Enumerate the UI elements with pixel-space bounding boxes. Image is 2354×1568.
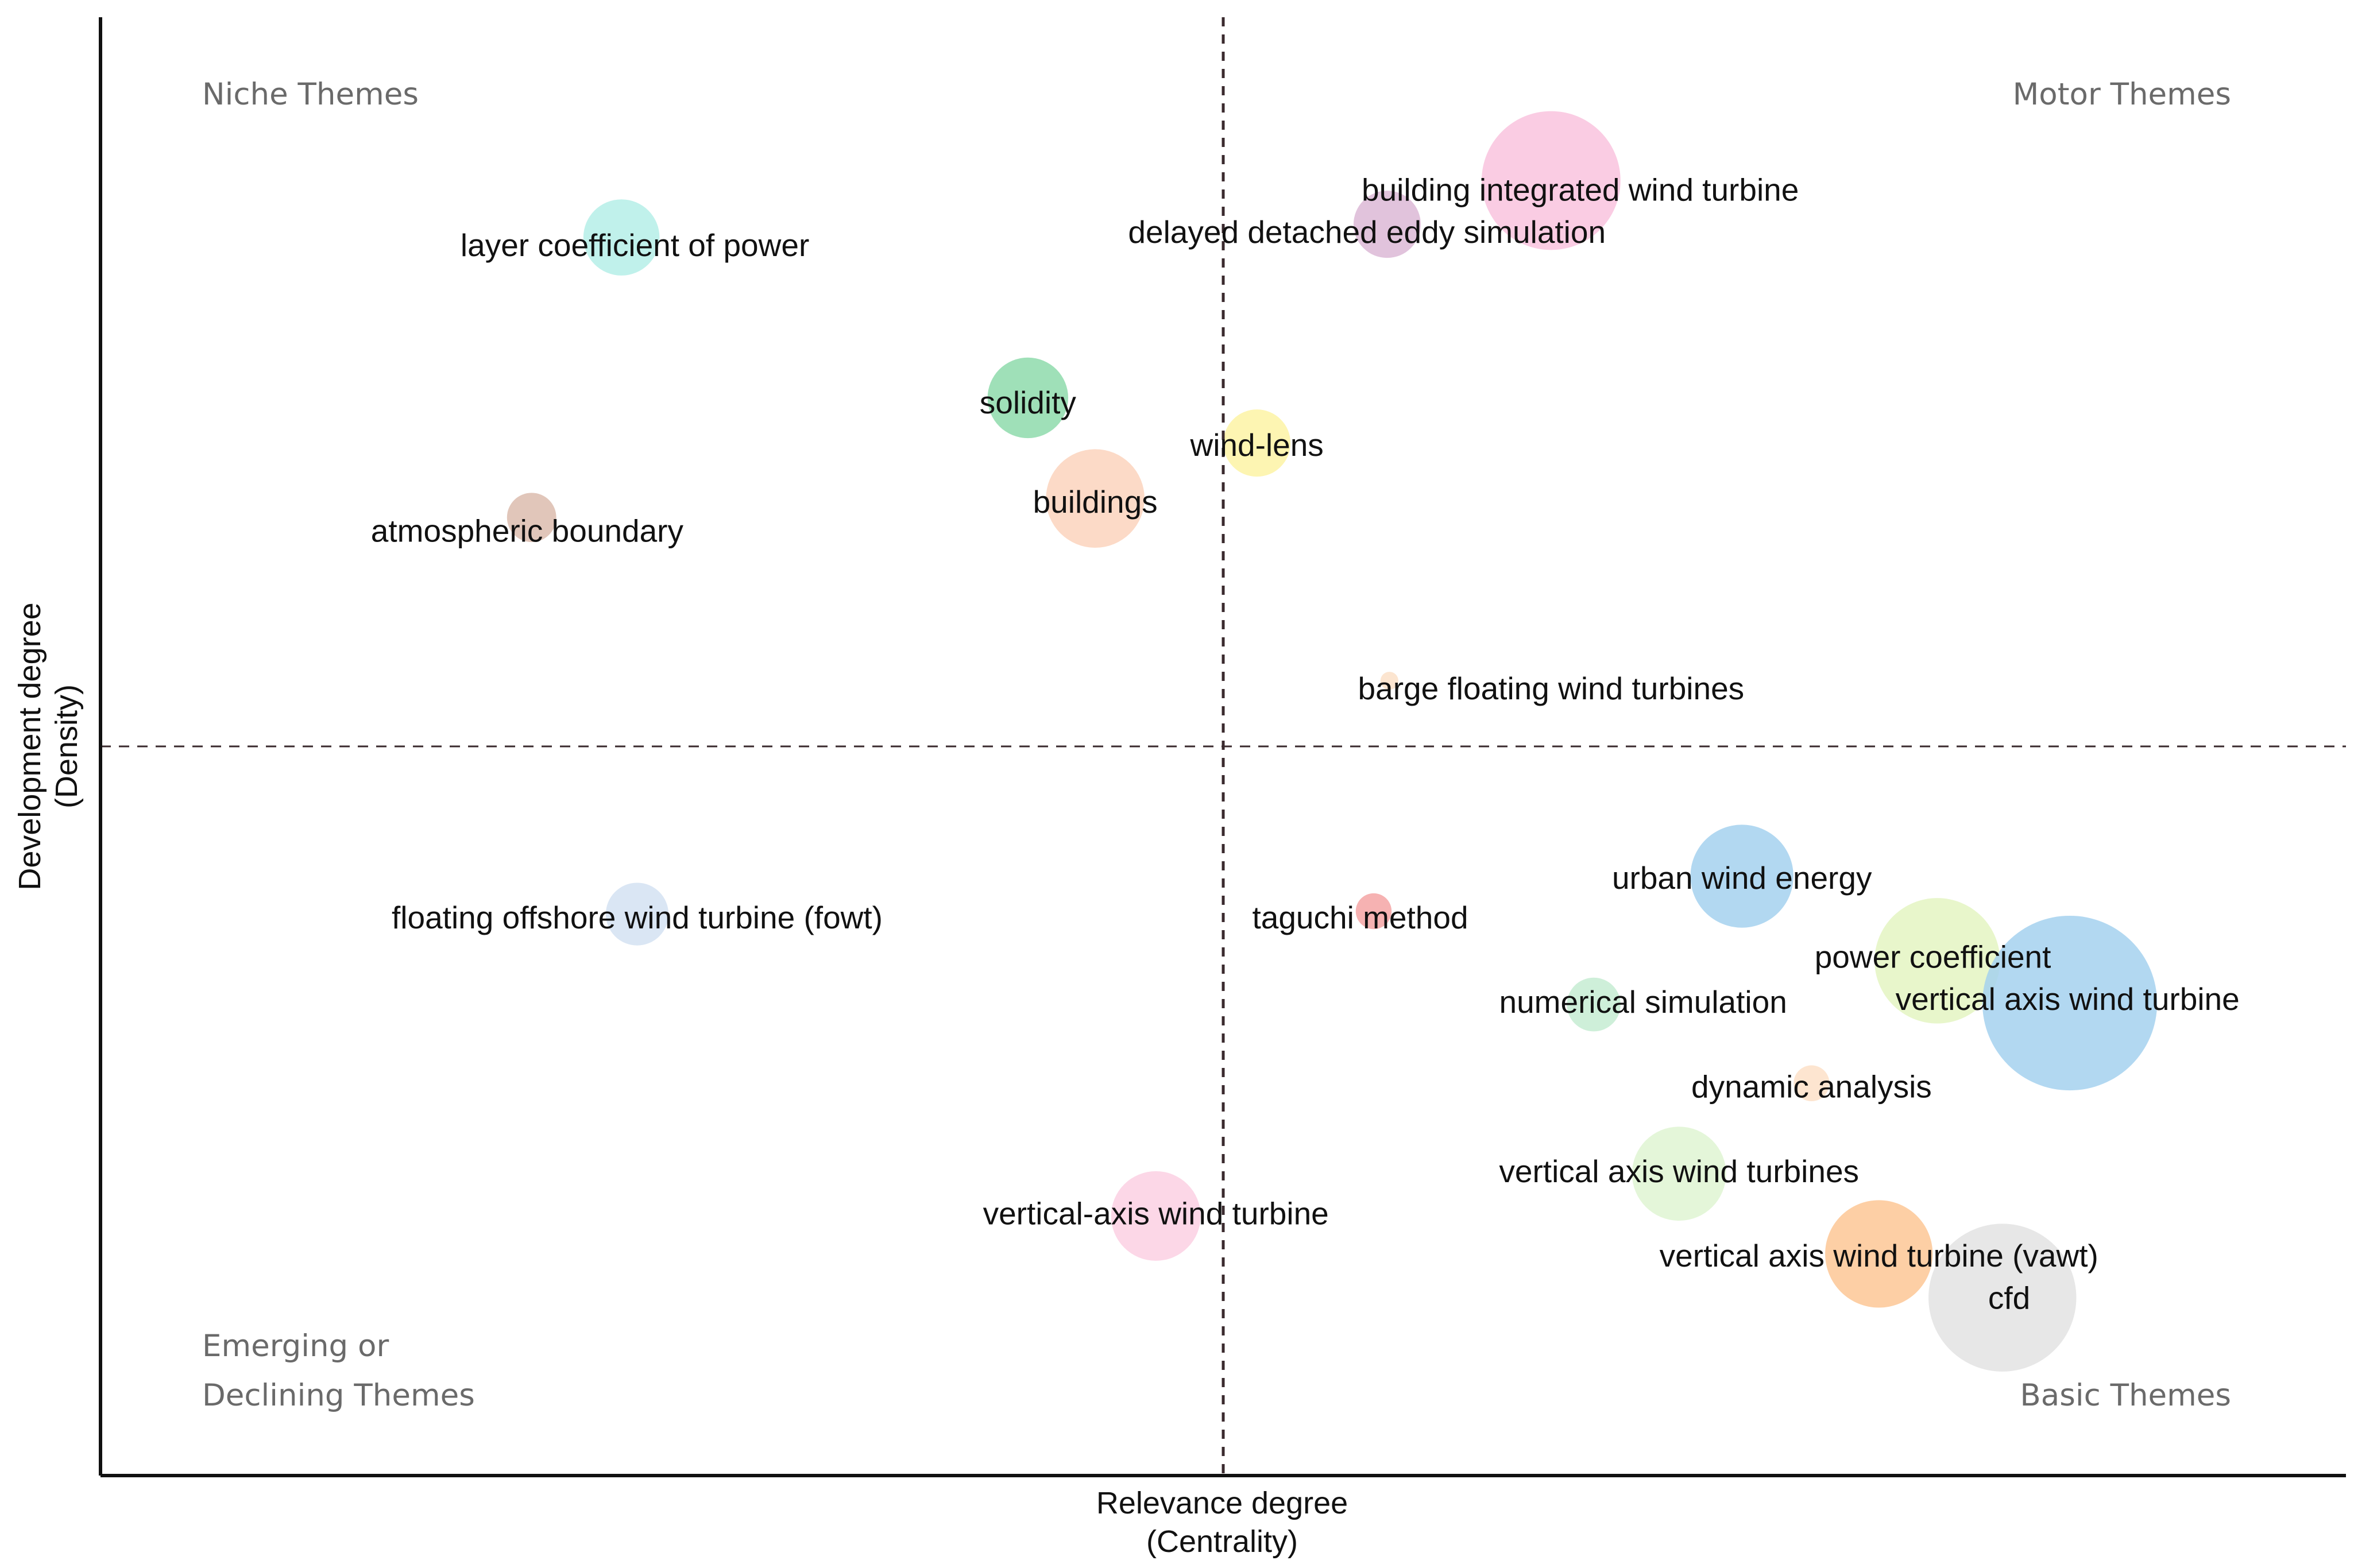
point-label-vertical-axis-wind-turbine: vertical-axis wind turbine <box>983 1195 1329 1231</box>
bubble-taguchi-method <box>1355 893 1392 930</box>
point-label-vertical-axis-wind-turbines: vertical axis wind turbines <box>1499 1153 1859 1189</box>
quadrant-title-emerging-line2: Declining Themes <box>202 1378 475 1413</box>
point-label-vertical-axis-wind-turbine-vawt-: vertical axis wind turbine (vawt) <box>1660 1238 2098 1273</box>
point-label-barge-floating-wind-turbines: barge floating wind turbines <box>1358 671 1745 706</box>
bubble-vertical-axis-wind-turbines <box>1632 1126 1726 1221</box>
point-label-vertical-axis-wind-turbine: vertical axis wind turbine <box>1896 981 2240 1017</box>
point-label-wind-lens: wind-lens <box>1189 427 1323 463</box>
point-label-layer-coefficient-of-power: layer coefficient of power <box>461 227 809 263</box>
x-axis-subtitle: (Centrality) <box>1146 1524 1298 1559</box>
quadrant-title-basic: Basic Themes <box>2020 1378 2231 1413</box>
point-label-dynamic-analysis: dynamic analysis <box>1691 1068 1932 1104</box>
labels-layer: building integrated wind turbine delayed … <box>371 172 2240 1315</box>
point-label-buildings: buildings <box>1033 484 1158 520</box>
bubble-power-coefficient <box>1874 898 2000 1024</box>
point-label-numerical-simulation: numerical simulation <box>1499 984 1787 1020</box>
point-label-solidity: solidity <box>980 385 1077 420</box>
bubble-vertical-axis-wind-turbine <box>1982 915 2158 1091</box>
bubble-vertical-axis-wind-turbine <box>1111 1171 1201 1261</box>
bubble-wind-lens <box>1223 409 1291 477</box>
bubble-urban-wind-energy <box>1690 824 1793 928</box>
bubble-solidity <box>987 357 1069 439</box>
bubble-atmospheric-boundary <box>507 493 556 543</box>
bubble-layer-coefficient-of-power <box>583 199 660 276</box>
point-label-urban-wind-energy: urban wind energy <box>1612 860 1872 896</box>
point-label-cfd: cfd <box>1988 1280 2030 1316</box>
y-axis-subtitle: (Density) <box>49 684 84 808</box>
bubble-dynamic-analysis <box>1793 1065 1830 1101</box>
quadrant-title-emerging-line1: Emerging or <box>202 1329 389 1364</box>
bubbles-layer <box>507 111 2158 1372</box>
point-label-atmospheric-boundary: atmospheric boundary <box>371 513 684 549</box>
quadrant-title-motor: Motor Themes <box>2013 77 2231 112</box>
x-axis-title: Relevance degree <box>1096 1486 1348 1520</box>
bubble-cfd <box>1928 1224 2077 1372</box>
point-label-delayed-detached-eddy-simulation: delayed detached eddy simulation <box>1128 214 1606 250</box>
bubble-buildings <box>1046 449 1145 548</box>
point-label-power-coefficient: power coefficient <box>1815 939 2051 974</box>
bubble-numerical-simulation <box>1567 977 1621 1032</box>
bubble-floating-offshore-wind-turbine-fowt- <box>605 882 669 946</box>
point-label-taguchi-method: taguchi method <box>1252 900 1468 935</box>
point-label-floating-offshore-wind-turbine-fowt-: floating offshore wind turbine (fowt) <box>392 900 883 935</box>
bubble-barge-floating-wind-turbines <box>1380 672 1398 690</box>
bubble-building-integrated-wind-turbine <box>1481 111 1621 250</box>
bubble-delayed-detached-eddy-simulation <box>1353 191 1421 258</box>
bubble-vertical-axis-wind-turbine-vawt- <box>1825 1200 1933 1308</box>
point-label-building-integrated-wind-turbine: building integrated wind turbine <box>1362 172 1799 207</box>
quadrant-title-niche: Niche Themes <box>202 77 419 112</box>
y-axis-title: Development degree <box>13 602 47 890</box>
